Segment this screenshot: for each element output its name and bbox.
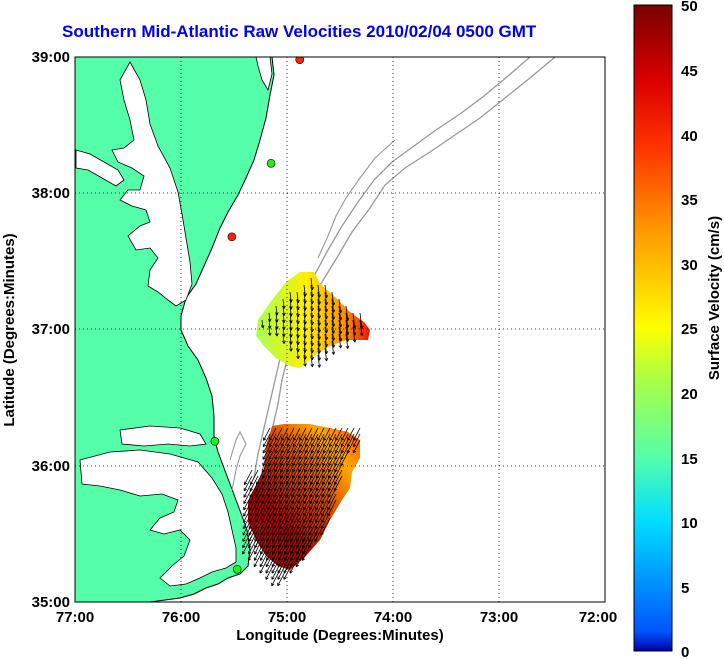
bathymetry-contour-inner xyxy=(229,139,396,491)
velocity-vectors xyxy=(242,277,364,587)
x-tick-label: 76:00 xyxy=(162,609,200,626)
velocity-field-north xyxy=(256,272,370,368)
colorbar-tick-label: 25 xyxy=(681,321,698,338)
map-title: Southern Mid-Atlantic Raw Velocities 201… xyxy=(62,22,537,41)
radar-station-marker xyxy=(227,232,237,242)
x-tick-label: 75:00 xyxy=(268,609,306,626)
y-tick-label: 35:00 xyxy=(32,594,70,611)
pamlico-sound xyxy=(79,449,237,587)
colorbar xyxy=(633,4,673,652)
radar-station-marker xyxy=(210,436,220,446)
radar-station-marker xyxy=(295,57,305,65)
colorbar-tick-label: 35 xyxy=(681,192,698,209)
radar-station-marker xyxy=(266,158,276,168)
bathymetry-contour-shelf xyxy=(259,57,556,481)
x-tick-label: 77:00 xyxy=(56,609,94,626)
colorbar-tick-label: 5 xyxy=(681,580,689,597)
radar-stations xyxy=(210,57,305,574)
y-axis-label: Latitude (Degrees:Minutes) xyxy=(1,233,18,426)
colorbar-tick-label: 30 xyxy=(681,257,698,274)
grid-lines xyxy=(75,57,605,602)
y-tick-label: 39:00 xyxy=(32,49,70,66)
y-tick-label: 36:00 xyxy=(32,458,70,475)
colorbar-tick-label: 45 xyxy=(681,63,698,80)
y-axis-ticks: 39:00 38:00 37:00 36:00 35:00 xyxy=(32,49,70,611)
plot-frame xyxy=(74,56,606,603)
colorbar-tick-label: 15 xyxy=(681,451,698,468)
colorbar-tick-label: 50 xyxy=(681,0,698,15)
x-tick-label: 74:00 xyxy=(374,609,412,626)
chesapeake-bay xyxy=(111,61,193,307)
albemarle-sound xyxy=(119,425,207,447)
x-axis-ticks: 77:00 76:00 75:00 74:00 73:00 72:00 xyxy=(56,609,617,626)
colorbar-label: Surface Velocity (cm/s) xyxy=(706,216,723,380)
bathymetry-contour-slope xyxy=(253,57,531,479)
colorbar-ticks: 50 45 40 35 30 25 20 15 10 5 0 xyxy=(681,0,698,659)
delaware-bay xyxy=(255,57,273,92)
colorbar-tick-label: 20 xyxy=(681,386,698,403)
y-tick-label: 37:00 xyxy=(32,321,70,338)
colorbar-tick-label: 0 xyxy=(681,644,689,659)
potomac-river xyxy=(75,149,125,187)
radar-station-marker xyxy=(232,564,242,574)
y-tick-label: 38:00 xyxy=(32,185,70,202)
colorbar-tick-label: 10 xyxy=(681,515,698,532)
x-tick-label: 73:00 xyxy=(480,609,518,626)
colorbar-tick-label: 40 xyxy=(681,128,698,145)
x-tick-label: 72:00 xyxy=(579,609,617,626)
x-axis-label: Longitude (Degrees:Minutes) xyxy=(236,627,444,644)
